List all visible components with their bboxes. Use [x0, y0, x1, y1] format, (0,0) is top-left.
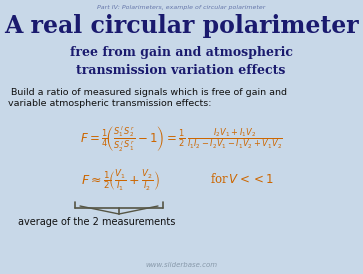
Text: A real circular polarimeter: A real circular polarimeter: [4, 14, 358, 38]
Text: Build a ratio of measured signals which is free of gain and
variable atmospheric: Build a ratio of measured signals which …: [8, 88, 287, 109]
Text: www.sliderbase.com: www.sliderbase.com: [145, 262, 217, 268]
Text: free from gain and atmospheric
transmission variation effects: free from gain and atmospheric transmiss…: [69, 46, 293, 77]
Text: average of the 2 measurements: average of the 2 measurements: [18, 217, 175, 227]
Text: Part IV: Polarimeters, example of circular polarimeter: Part IV: Polarimeters, example of circul…: [97, 5, 265, 10]
Text: for$\,V << 1$: for$\,V << 1$: [210, 172, 274, 186]
Text: $F = \frac{1}{4}\!\left(\frac{S_1^{\,l}}{S_2^{\,l}}\frac{S_2^{\,r}}{S_1^{\,r}} -: $F = \frac{1}{4}\!\left(\frac{S_1^{\,l}}…: [79, 125, 282, 154]
Text: $F \approx \frac{1}{2}\!\left(\frac{V_1}{I_1} + \frac{V_2}{I_2}\right)$: $F \approx \frac{1}{2}\!\left(\frac{V_1}…: [81, 168, 159, 193]
